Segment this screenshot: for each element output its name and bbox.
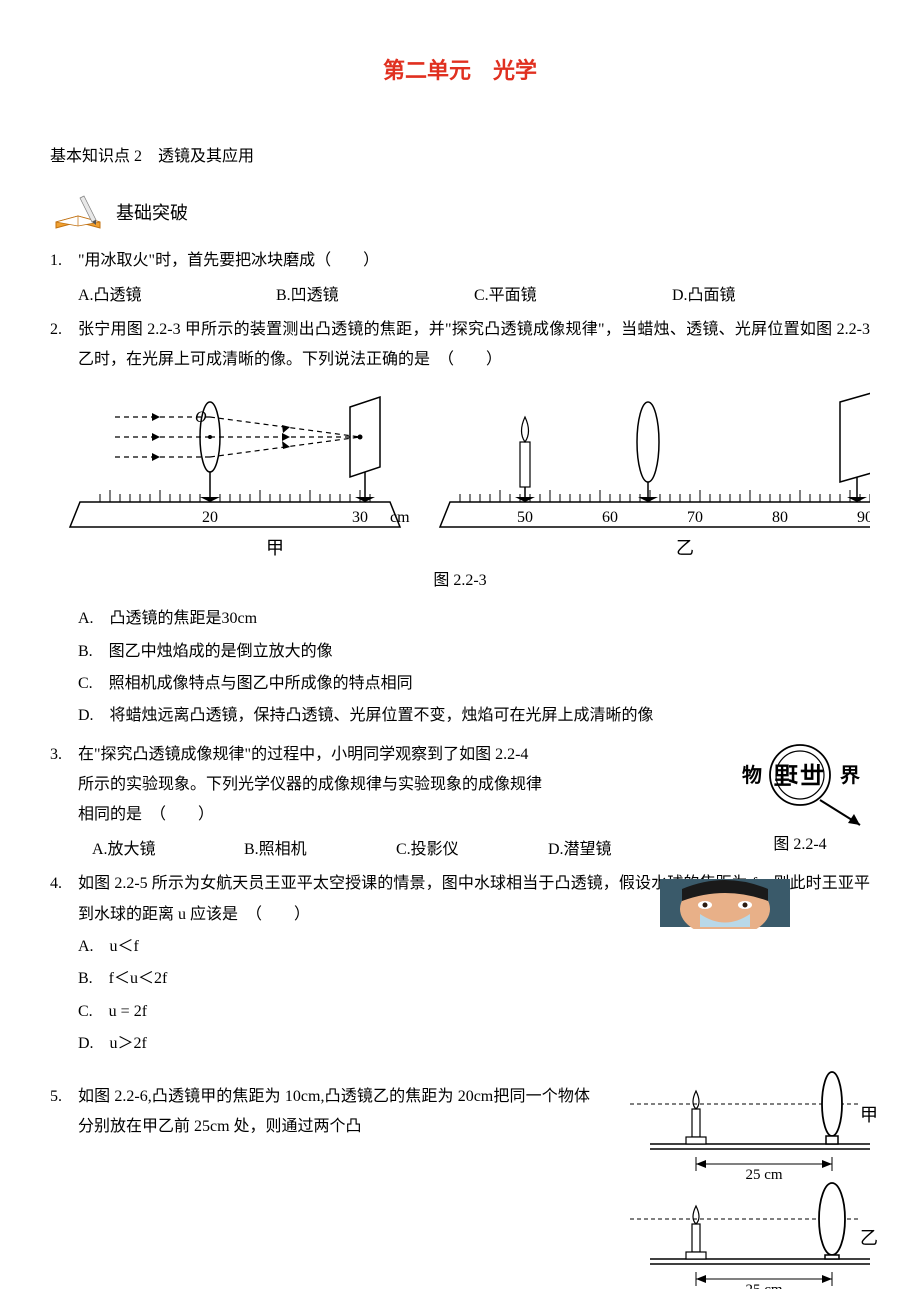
- question-stem: "用冰取火"时，首先要把冰块磨成（ ）: [78, 246, 870, 276]
- svg-text:cm: cm: [390, 509, 410, 526]
- question-4: 4. 如图 2.2-5 所示为女航天员王亚平太空授课的情景，图中水球相当于凸透镜…: [50, 869, 870, 1059]
- question-stem-line: 相同的是 （ ）: [78, 800, 700, 830]
- svg-text:20: 20: [202, 509, 218, 526]
- svg-text:甲: 甲: [266, 538, 284, 558]
- svg-text:甲: 甲: [860, 1105, 878, 1125]
- question-stem: 张宁用图 2.2-3 甲所示的装置测出凸透镜的焦距，并"探究凸透镜成像规律"，当…: [78, 315, 870, 376]
- question-3: 3. 在"探究凸透镜成像规律"的过程中，小明同学观察到了如图 2.2-4 所示的…: [50, 740, 870, 866]
- figure-2-2-3: 20 30 cm O: [50, 382, 870, 562]
- question-number: 2.: [50, 315, 78, 376]
- option-c: C. u = 2f: [78, 997, 870, 1027]
- svg-text:50: 50: [517, 509, 533, 526]
- option-a: A.放大镜: [92, 835, 244, 865]
- svg-text:70: 70: [687, 509, 703, 526]
- section-label: 基础突破: [116, 196, 188, 232]
- figure-2-2-4: 物 理 世 界 图 2.2-4: [720, 740, 880, 860]
- question-2-options: A. 凸透镜的焦距是30cm B. 图乙中烛焰成的是倒立放大的像 C. 照相机成…: [78, 604, 870, 732]
- svg-text:30: 30: [352, 509, 368, 526]
- question-number: 3.: [50, 740, 78, 866]
- figure-caption: 图 2.2-3: [50, 566, 870, 596]
- svg-text:界: 界: [840, 764, 860, 787]
- question-number: 5.: [50, 1082, 78, 1143]
- option-d: D.凸面镜: [672, 281, 870, 311]
- question-1: 1. "用冰取火"时，首先要把冰块磨成（ ） A.凸透镜 B.凹透镜 C.平面镜…: [50, 246, 870, 311]
- options-row: A.放大镜 B.照相机 C.投影仪 D.潜望镜: [78, 835, 700, 865]
- svg-text:60: 60: [602, 509, 618, 526]
- svg-text:80: 80: [772, 509, 788, 526]
- question-stem-line: 在"探究凸透镜成像规律"的过程中，小明同学观察到了如图 2.2-4: [78, 740, 700, 770]
- option-b: B. 图乙中烛焰成的是倒立放大的像: [78, 637, 870, 667]
- svg-text:乙: 乙: [676, 538, 694, 558]
- options-row: A.凸透镜 B.凹透镜 C.平面镜 D.凸面镜: [78, 281, 870, 311]
- section-header: 基础突破: [50, 192, 870, 232]
- question-number: 1.: [50, 246, 78, 311]
- svg-text:90: 90: [857, 509, 870, 526]
- option-a: A.凸透镜: [78, 281, 276, 311]
- figure-2-2-5-photo: [620, 879, 880, 929]
- question-number: 4.: [50, 869, 78, 1059]
- question-2: 2. 张宁用图 2.2-3 甲所示的装置测出凸透镜的焦距，并"探究凸透镜成像规律…: [50, 315, 870, 376]
- option-c: C. 照相机成像特点与图乙中所成像的特点相同: [78, 669, 870, 699]
- book-icon: [50, 192, 110, 232]
- option-a: A. 凸透镜的焦距是30cm: [78, 604, 870, 634]
- option-b: B.凹透镜: [276, 281, 474, 311]
- svg-text:物: 物: [742, 763, 762, 787]
- option-d: D.潜望镜: [548, 835, 700, 865]
- svg-text:世: 世: [800, 763, 824, 790]
- knowledge-point-heading: 基本知识点 2 透镜及其应用: [50, 142, 870, 172]
- figure-2-2-6: 甲 25 cm 乙: [620, 1049, 880, 1289]
- question-stem: 如图 2.2-6,凸透镜甲的焦距为 10cm,凸透镜乙的焦距为 20cm把同一个…: [78, 1082, 590, 1143]
- option-b: B. f＜u＜2f: [78, 964, 870, 994]
- option-b: B.照相机: [244, 835, 396, 865]
- option-c: C.平面镜: [474, 281, 672, 311]
- option-d: D. 将蜡烛远离凸透镜，保持凸透镜、光屏位置不变，烛焰可在光屏上成清晰的像: [78, 701, 870, 731]
- svg-text:理: 理: [774, 763, 798, 790]
- question-stem-line: 所示的实验现象。下列光学仪器的成像规律与实验现象的成像规律: [78, 770, 700, 800]
- option-c: C.投影仪: [396, 835, 548, 865]
- figure-caption: 图 2.2-4: [720, 830, 880, 860]
- option-a: A. u＜f: [78, 932, 870, 962]
- svg-text:乙: 乙: [860, 1228, 878, 1248]
- page-title: 第二单元 光学: [50, 50, 870, 92]
- svg-text:25 cm: 25 cm: [745, 1282, 782, 1289]
- svg-text:25 cm: 25 cm: [745, 1167, 782, 1183]
